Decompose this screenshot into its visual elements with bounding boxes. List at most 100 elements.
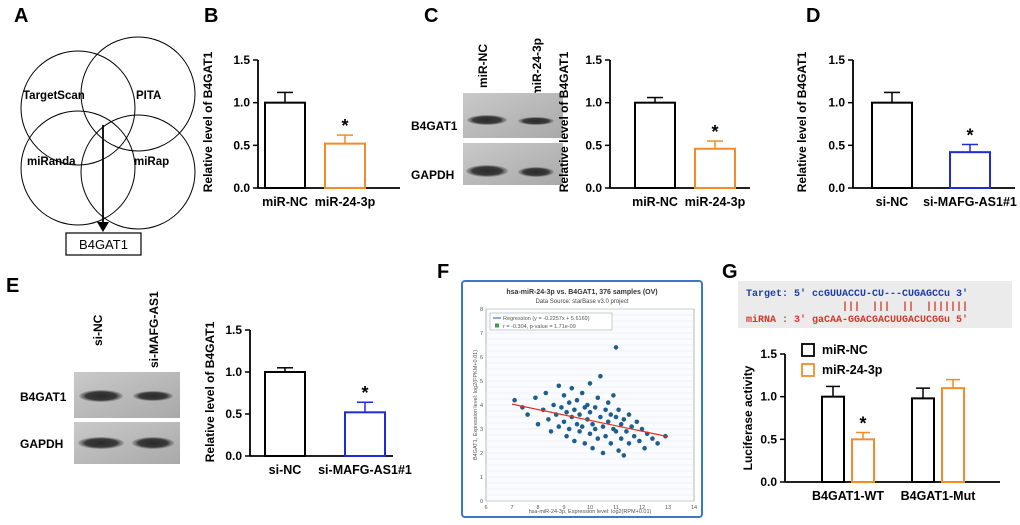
legend-stat: r = -0.304, p-value = 1.71e-09: [503, 324, 576, 330]
category-label-E-1: si-MAFG-AS1#1: [318, 463, 412, 477]
scatter-point-9: [551, 402, 556, 408]
scatter-point-61: [618, 436, 624, 441]
panel-letter-d: D: [806, 5, 820, 27]
lane-label-c-1: miR-NC: [476, 44, 490, 88]
y-tick-label-f-8: 8: [480, 307, 483, 313]
bar-C-1: [694, 147, 736, 190]
blot-c-b4gat1: [463, 93, 563, 138]
legend-dot-icon: [495, 323, 499, 328]
y-tick-label-f-1: 1: [480, 475, 483, 481]
y-tick-label-G-1: 0.5: [760, 432, 777, 446]
scatter-xlabel: hsa-miR-24-3p, Expression level: log2(RP…: [529, 509, 652, 515]
y-tick-label-G-2: 1.0: [760, 390, 777, 404]
legend-regression: Regression (y = -0.2257x + 5.6169): [503, 316, 590, 322]
venn-circle-targetscan: [20, 50, 136, 166]
venn-label-miranda: miRanda: [27, 156, 76, 168]
bar-D-1: [949, 151, 991, 190]
category-label-B-1: miR-24-3p: [315, 195, 376, 209]
scatter-point-2: [525, 412, 530, 417]
bar-E-0: [264, 371, 306, 457]
y-tick-label-B-0: 0.0: [233, 181, 250, 195]
category-label-B-0: miR-NC: [262, 195, 308, 209]
y-tick-label-f-4: 4: [480, 403, 483, 409]
y-tick-label-E-0: 0.0: [225, 449, 242, 463]
panel-letter-b: B: [204, 5, 218, 27]
scatter-point-49: [605, 400, 611, 405]
bar-g-1-0: [851, 438, 875, 484]
y-tick-label-G-3: 1.5: [760, 347, 777, 361]
chart-g: 0.0 0.5 1.0 1.5 Luciferase activity B4GAT1-WT…: [741, 347, 1000, 503]
category-label-g-1: B4GAT1-Mut: [901, 489, 977, 503]
pairing-lines: ||| ||| || |||||||: [842, 301, 968, 313]
y-axis-title-E: Relative level of B4GAT1: [203, 321, 217, 462]
venn-circle-pita: [80, 36, 196, 152]
x-tick-label-f-2: 8: [536, 505, 539, 511]
y-tick-label-C-0: 0.0: [585, 181, 602, 195]
y-tick-label-B-2: 1.0: [233, 96, 250, 110]
blot-label-c-b4gat1: B4GAT1: [411, 119, 458, 133]
y-tick-label-f-6: 6: [480, 355, 483, 361]
category-label-E-0: si-NC: [269, 463, 302, 477]
venn-circle-mirap: [80, 114, 196, 230]
panel-a: A TargetScan PITA miRanda miRap B4GAT1: [14, 5, 196, 256]
scatter-point-19: [566, 426, 572, 432]
scatter-point-64: [624, 429, 629, 434]
bar-g-1-1: [941, 387, 965, 483]
y-tick-label-G-0: 0.0: [760, 475, 777, 489]
scatter-point-45: [600, 424, 606, 429]
mirna-sequence: miRNA : 3' gaCAA-GGACGACUUGACUCGGu 5': [746, 314, 968, 326]
panel-c: C miR-NC miR-24-3p B4GAT1 GAPDH 0.0 0.5 1.…: [411, 5, 750, 209]
lane-label-e-2: si-MAFG-AS1: [147, 291, 161, 368]
scatter-point-75: [655, 441, 660, 446]
band-c-b4gat1-1: [467, 115, 507, 125]
scatter-point-37: [590, 421, 595, 427]
scatter-point-65: [626, 412, 632, 417]
panel-letter-a: A: [14, 5, 28, 27]
chart-d: 0.0 0.5 1.0 1.5 Relative level of B4GAT1 si-N…: [795, 51, 1017, 209]
y-tick-label-D-0: 0.0: [828, 181, 845, 195]
x-tick-label-f-4: 10: [587, 505, 593, 511]
blot-label-e-gapdh: GAPDH: [20, 437, 63, 451]
y-tick-label-D-3: 1.5: [828, 53, 845, 67]
legend-swatch-mir-nc: [801, 343, 815, 357]
scatter-point-69: [634, 419, 640, 425]
scatter-point-66: [626, 441, 632, 446]
panel-b: B 0.0 0.5 1.0 1.5 Relative level of B4GAT1 mi…: [201, 5, 400, 209]
y-tick-label-C-2: 1.0: [585, 96, 602, 110]
band-c-gapdh-1: [466, 165, 508, 177]
scatter-point-67: [629, 424, 634, 429]
scatter-point-58: [616, 448, 621, 453]
scatter-point-72: [642, 445, 647, 451]
blot-label-c-gapdh: GAPDH: [411, 168, 454, 182]
category-label-g-0: B4GAT1-WT: [812, 489, 884, 503]
scatter-point-8: [548, 429, 554, 434]
y-tick-label-f-3: 3: [480, 427, 483, 433]
scatter-point-35: [587, 409, 593, 415]
significance-star-g: *: [859, 414, 866, 434]
scatter-point-12: [556, 424, 562, 429]
scatter-point-6: [543, 390, 549, 396]
scatter-legend: [489, 312, 613, 331]
arrow-head-icon: [97, 222, 109, 232]
venn-circle-miranda: [20, 110, 136, 226]
bar-g-0-0: [821, 395, 845, 483]
band-e-gapdh-2: [132, 437, 174, 449]
y-tick-label-B-1: 0.5: [233, 138, 250, 152]
scatter-point-68: [631, 433, 637, 439]
scatter-point-51: [608, 441, 614, 446]
lane-label-e-1: si-NC: [91, 314, 105, 346]
y-tick-label-E-2: 1.0: [225, 365, 242, 379]
scatter-point-15: [561, 393, 567, 398]
band-c-gapdh-2: [518, 167, 554, 177]
scatter-point-56: [613, 429, 619, 434]
scatter-point-3: [533, 395, 538, 401]
y-tick-label-f-0: 0: [480, 499, 483, 505]
significance-star-C: *: [711, 122, 718, 142]
scatter-point-33: [585, 402, 590, 408]
bar-D-0: [871, 101, 913, 189]
scatter-point-54: [611, 393, 616, 398]
x-tick-label-f-8: 14: [691, 505, 697, 511]
y-axis-title-D: Relative level of B4GAT1: [795, 51, 809, 192]
scatter-point-55: [613, 345, 619, 350]
